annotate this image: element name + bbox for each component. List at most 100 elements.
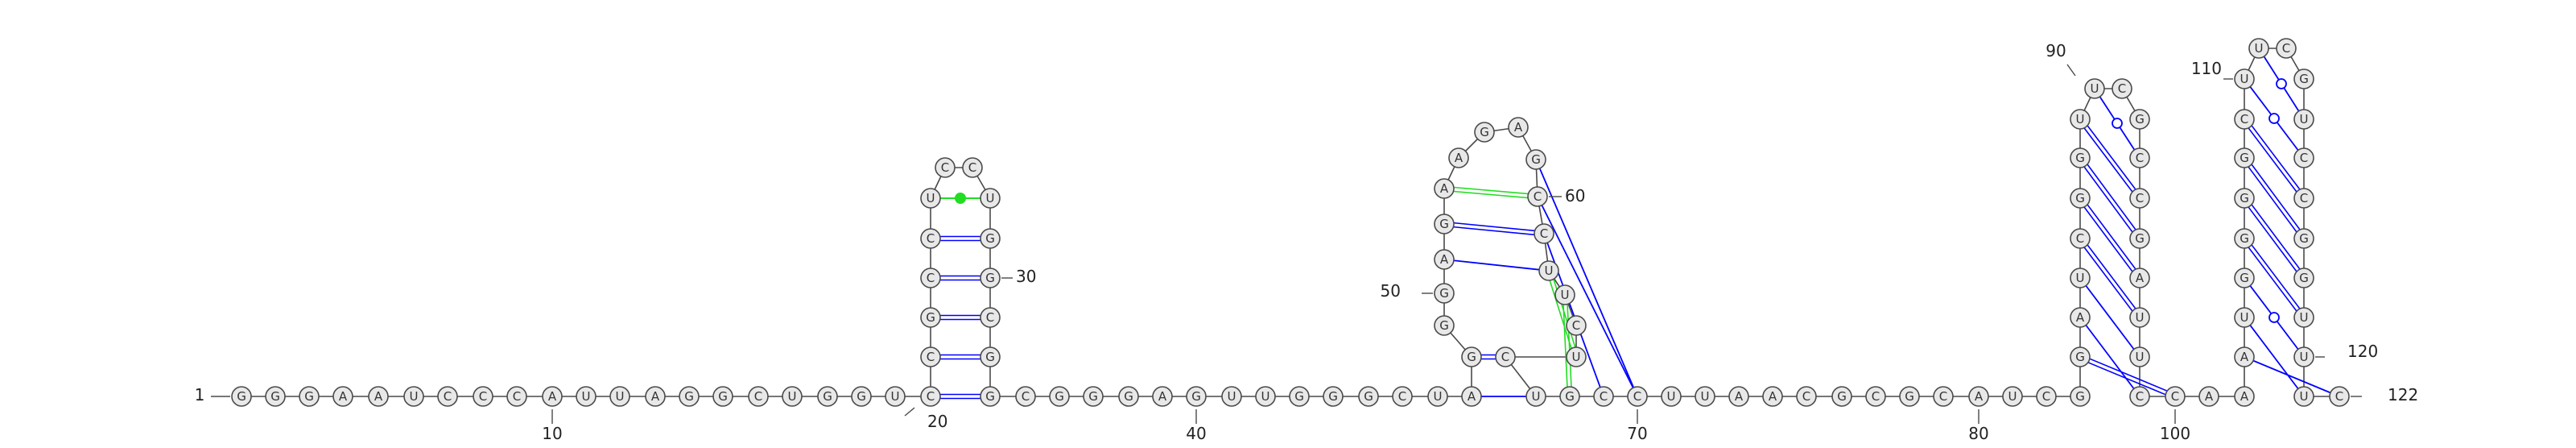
nucleotide-base: C	[1600, 389, 1608, 404]
nucleotide-97: U	[2129, 307, 2150, 328]
nucleotide-71: U	[1695, 386, 1715, 407]
nucleotide-82: G	[2070, 386, 2091, 407]
nucleotide-21: C	[920, 386, 941, 407]
nucleotide-circle	[231, 386, 252, 407]
nucleotide-53: G	[1434, 214, 1455, 234]
nucleotide-circle	[1434, 178, 1455, 199]
nucleotide-base: G	[2075, 191, 2085, 205]
nucleotide-circle	[1323, 386, 1344, 407]
nucleotide-44: G	[1323, 386, 1344, 407]
nucleotide-circle	[2234, 147, 2255, 168]
base-pair	[1443, 259, 1550, 272]
nucleotide-circle	[2293, 268, 2314, 288]
nucleotide-base: G	[1531, 152, 1541, 167]
nucleotide-base: G	[1191, 389, 1201, 404]
position-label-70: 70	[1627, 424, 1647, 443]
nucleotide-circle	[2129, 386, 2150, 407]
nucleotide-base: C	[1501, 350, 1509, 364]
nucleotide-circle	[2002, 386, 2023, 407]
nucleotide-4: A	[332, 386, 353, 407]
nucleotide-base: A	[1975, 389, 1984, 404]
nucleotide-circle	[1495, 346, 1516, 367]
nucleotide-93: C	[2129, 147, 2150, 168]
nucleotide-base: C	[2335, 389, 2343, 404]
nucleotide-80: U	[2002, 386, 2023, 407]
nucleotide-70: U	[1661, 386, 1682, 407]
nucleotide-56: G	[1474, 122, 1495, 143]
nucleotide-84: A	[2070, 307, 2091, 328]
wobble-pair-marker	[2268, 312, 2280, 323]
nucleotide-107: G	[2234, 188, 2255, 209]
nucleotide-103: A	[2234, 346, 2255, 367]
nucleotide-circle	[265, 386, 286, 407]
nucleotide-circle	[2293, 346, 2314, 367]
nucleotide-base: U	[582, 389, 591, 404]
nucleotide-base: G	[237, 389, 246, 404]
canonical-base-pair	[2245, 118, 2306, 197]
nucleotide-circle	[2293, 147, 2314, 168]
nucleotide-base: G	[2240, 191, 2249, 205]
nucleotide-23: G	[920, 307, 941, 328]
nucleotide-49: G	[1461, 346, 1482, 367]
nucleotide-8: C	[473, 386, 493, 407]
nucleotide-base: C	[927, 271, 935, 285]
nucleotide-72: A	[1728, 386, 1749, 407]
nucleotide-circle	[2070, 307, 2091, 328]
nucleotide-86: C	[2070, 228, 2091, 249]
nucleotide-circle	[2293, 109, 2314, 130]
nucleotide-119: U	[2293, 307, 2314, 328]
nucleotide-circle	[2293, 188, 2314, 209]
nucleotide-circle	[2293, 68, 2314, 89]
nucleotide-circle	[1289, 386, 1310, 407]
nucleotide-circle	[920, 228, 941, 249]
nucleotide-circle	[817, 386, 838, 407]
nucleotide-35: C	[1015, 386, 1036, 407]
nucleotide-circle	[1559, 386, 1580, 407]
nucleotide-base: C	[479, 389, 487, 404]
nucleotide-base: C	[2240, 112, 2248, 127]
nucleotide-52: A	[1434, 249, 1455, 270]
nucleotide-base: U	[1261, 389, 1270, 404]
nucleotide-102: A	[2234, 386, 2255, 407]
nucleotide-base: U	[927, 191, 935, 205]
nucleotide-106: G	[2234, 228, 2255, 249]
nucleotide-base: G	[304, 389, 314, 404]
nucleotide-circle	[1049, 386, 1070, 407]
nucleotide-base: U	[788, 389, 797, 404]
nucleotide-base: U	[1561, 288, 1570, 302]
nucleotide-base: U	[1667, 389, 1676, 404]
nucleotide-circle	[542, 386, 563, 407]
nucleotide-base: G	[2240, 231, 2249, 246]
nucleotide-base: A	[1440, 181, 1449, 196]
nucleotide-circle	[1427, 386, 1448, 407]
nucleotide-base: U	[2300, 350, 2309, 364]
nucleotide-base: A	[1514, 120, 1523, 135]
nucleotide-83: G	[2070, 346, 2091, 367]
canonical-base-pair	[2242, 199, 2303, 280]
nucleotide-circle	[1015, 386, 1036, 407]
nucleotide-base: A	[1440, 252, 1449, 267]
nucleotide-base: A	[548, 389, 557, 404]
nucleotide-73: A	[1762, 386, 1783, 407]
nucleotide-circle	[2084, 78, 2105, 99]
nucleotide-base: C	[2136, 151, 2144, 165]
nucleotide-circle	[1255, 386, 1276, 407]
nucleotide-122: C	[2329, 386, 2350, 407]
nucleotide-113: G	[2293, 68, 2314, 89]
nucleotide-circle	[2234, 68, 2255, 89]
nucleotide-33: G	[980, 346, 1001, 367]
position-label-20: 20	[927, 412, 947, 431]
nucleotide-base: G	[2299, 271, 2309, 285]
nucleotide-circle	[2293, 228, 2314, 249]
nucleotide-circle	[645, 386, 666, 407]
nucleotide-circle	[2234, 307, 2255, 328]
canonical-base-pair	[2078, 120, 2139, 200]
nucleotide-115: C	[2293, 147, 2314, 168]
nucleotide-39: A	[1152, 386, 1173, 407]
nucleotide-base: U	[891, 389, 900, 404]
nucleotide-base: A	[374, 389, 383, 404]
position-label-40: 40	[1186, 424, 1206, 443]
nucleotide-circle	[1968, 386, 1989, 407]
canonical-base-pair	[2245, 197, 2306, 277]
